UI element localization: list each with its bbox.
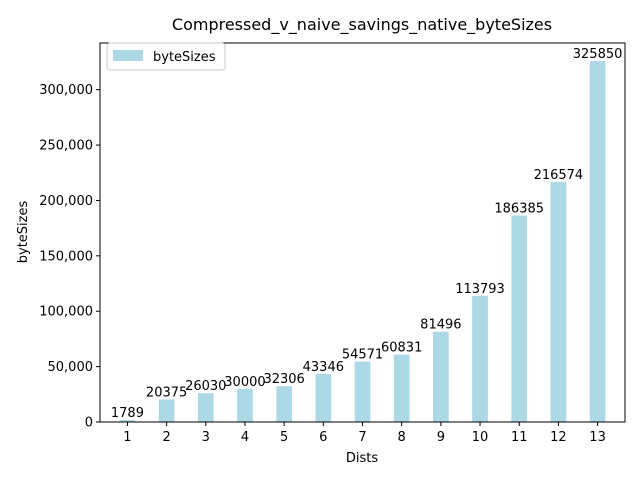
bar-4 bbox=[237, 388, 253, 422]
bar-7 bbox=[354, 361, 371, 422]
x-tick-label-8: 8 bbox=[398, 430, 406, 445]
data-label-3: 26030 bbox=[185, 379, 226, 394]
data-label-13: 325850 bbox=[573, 47, 623, 62]
x-tick-label-4: 4 bbox=[241, 430, 249, 445]
bar-10 bbox=[472, 295, 488, 422]
data-label-6: 43346 bbox=[303, 360, 344, 375]
plot-frame bbox=[99, 42, 626, 423]
chart-title: Compressed_v_naive_savings_native_byteSi… bbox=[172, 15, 552, 35]
x-tick-label-2: 2 bbox=[162, 430, 170, 445]
x-tick-label-7: 7 bbox=[358, 430, 366, 445]
bar-3 bbox=[197, 393, 214, 422]
bar-13 bbox=[589, 61, 606, 423]
data-label-5: 32306 bbox=[263, 372, 304, 387]
data-label-4: 30000 bbox=[224, 375, 265, 390]
data-label-8: 60831 bbox=[381, 341, 422, 356]
x-tick-label-10: 10 bbox=[472, 430, 489, 445]
y-tick-label-200000: 200,000 bbox=[39, 194, 93, 209]
data-label-12: 216574 bbox=[534, 168, 584, 183]
bar-5 bbox=[276, 386, 292, 422]
data-label-2: 20375 bbox=[146, 385, 187, 400]
x-tick-label-12: 12 bbox=[550, 430, 567, 445]
y-axis-label: byteSizes bbox=[16, 201, 31, 264]
bars-layer bbox=[119, 61, 606, 423]
y-tick-label-300000: 300,000 bbox=[39, 83, 93, 98]
legend-box bbox=[106, 42, 226, 71]
x-axis: 1 2 3 4 5 6 7 8 9 10 11 12 13 bbox=[123, 422, 606, 445]
bar-2 bbox=[158, 399, 175, 422]
legend-swatch bbox=[113, 50, 143, 61]
data-label-7: 54571 bbox=[342, 348, 383, 363]
y-tick-label-100000: 100,000 bbox=[39, 305, 93, 320]
x-axis-label: Dists bbox=[346, 451, 378, 466]
x-tick-label-1: 1 bbox=[123, 430, 131, 445]
x-tick-label-5: 5 bbox=[280, 430, 288, 445]
bar-12 bbox=[550, 182, 567, 422]
data-label-1: 1789 bbox=[111, 406, 144, 421]
y-tick-label-250000: 250,000 bbox=[39, 139, 93, 154]
legend: byteSizes bbox=[106, 42, 226, 71]
bar-11 bbox=[511, 215, 528, 422]
bar-1 bbox=[119, 420, 136, 422]
data-label-10: 113793 bbox=[455, 282, 505, 297]
x-tick-label-9: 9 bbox=[437, 430, 445, 445]
bar-9 bbox=[433, 331, 449, 422]
legend-label: byteSizes bbox=[153, 50, 216, 65]
data-label-9: 81496 bbox=[420, 318, 461, 333]
y-axis: 0 50,000 100,000 150,000 200,000 250,000 300,0… bbox=[39, 83, 100, 431]
x-tick-label-3: 3 bbox=[202, 430, 210, 445]
y-tick-label-50000: 50,000 bbox=[48, 360, 94, 375]
x-tick-label-11: 11 bbox=[511, 430, 528, 445]
data-label-11: 186385 bbox=[494, 202, 544, 217]
x-tick-label-6: 6 bbox=[319, 430, 327, 445]
y-tick-label-0: 0 bbox=[85, 416, 93, 431]
y-tick-label-150000: 150,000 bbox=[39, 249, 93, 264]
x-tick-label-13: 13 bbox=[589, 430, 606, 445]
bar-6 bbox=[315, 373, 332, 422]
bar-8 bbox=[393, 354, 410, 422]
